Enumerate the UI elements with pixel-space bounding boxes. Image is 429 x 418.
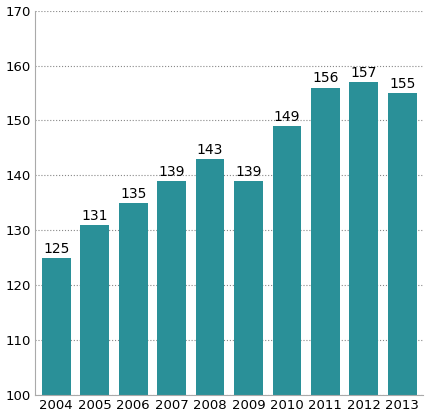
Text: 157: 157 xyxy=(350,66,377,80)
Text: 143: 143 xyxy=(197,143,223,157)
Text: 139: 139 xyxy=(158,165,185,179)
Text: 156: 156 xyxy=(312,71,338,85)
Bar xyxy=(388,93,417,418)
Text: 149: 149 xyxy=(274,110,300,124)
Text: 131: 131 xyxy=(82,209,108,223)
Text: 135: 135 xyxy=(120,187,146,201)
Bar xyxy=(80,225,109,418)
Bar xyxy=(272,126,301,418)
Text: 125: 125 xyxy=(43,242,69,256)
Bar xyxy=(311,87,340,418)
Bar xyxy=(42,258,71,418)
Text: 139: 139 xyxy=(235,165,262,179)
Bar xyxy=(196,159,224,418)
Bar xyxy=(157,181,186,418)
Bar xyxy=(234,181,263,418)
Bar xyxy=(119,203,148,418)
Text: 155: 155 xyxy=(389,77,415,91)
Bar xyxy=(350,82,378,418)
